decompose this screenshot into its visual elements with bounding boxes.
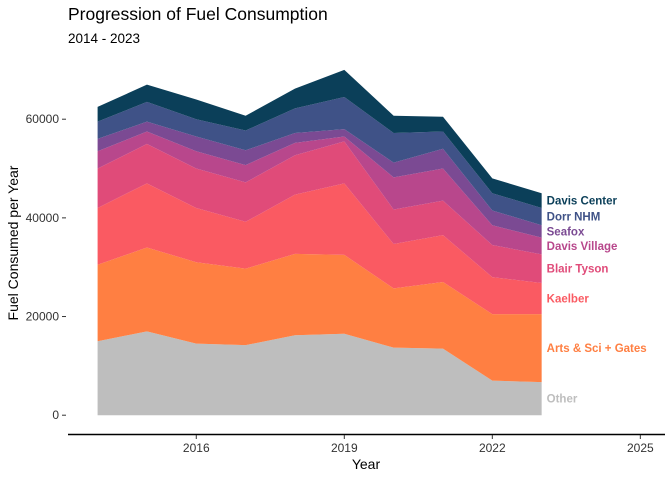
series-label-davis-village: Davis Village xyxy=(547,241,618,253)
y-tick-label: 0 xyxy=(52,408,59,422)
series-label-dorr-nhm: Dorr NHM xyxy=(547,212,601,224)
series-label-kaelber: Kaelber xyxy=(547,294,590,306)
x-tick-label: 2025 xyxy=(627,441,654,455)
x-tick-label: 2016 xyxy=(183,441,210,455)
area-seafox xyxy=(97,121,542,238)
x-axis-title: Year xyxy=(352,456,381,472)
series-label-other: Other xyxy=(547,394,578,406)
area-davis-village xyxy=(97,131,542,255)
y-tick-label: 60000 xyxy=(26,112,60,126)
area-blair-tyson xyxy=(97,141,542,283)
y-tick-label: 20000 xyxy=(26,310,60,324)
chart-title: Progression of Fuel Consumption xyxy=(68,4,328,24)
series-label-davis-center: Davis Center xyxy=(547,196,618,208)
area-other xyxy=(97,331,542,416)
y-axis-title: Fuel Consumed per Year xyxy=(5,165,21,320)
area-davis-center xyxy=(97,69,542,209)
y-axis: 0 20000 40000 60000 xyxy=(26,112,66,422)
series-label-seafox: Seafox xyxy=(547,226,585,238)
chart-subtitle: 2014 - 2023 xyxy=(68,31,141,46)
series-label-blair-tyson: Blair Tyson xyxy=(547,264,609,276)
x-tick-label: 2019 xyxy=(331,441,358,455)
x-tick-label: 2022 xyxy=(479,441,506,455)
area-arts-sci-gates xyxy=(97,247,542,383)
area-layer xyxy=(97,69,542,416)
series-label-arts-sci-gates: Arts & Sci + Gates xyxy=(547,343,647,355)
x-axis: 2016 2019 2022 2025 xyxy=(183,435,654,455)
series-labels: Other Arts & Sci + Gates Kaelber Blair Tyso… xyxy=(547,196,647,406)
area-dorr-nhm xyxy=(97,97,542,226)
area-kaelber xyxy=(97,183,542,315)
y-tick-label: 40000 xyxy=(26,211,60,225)
